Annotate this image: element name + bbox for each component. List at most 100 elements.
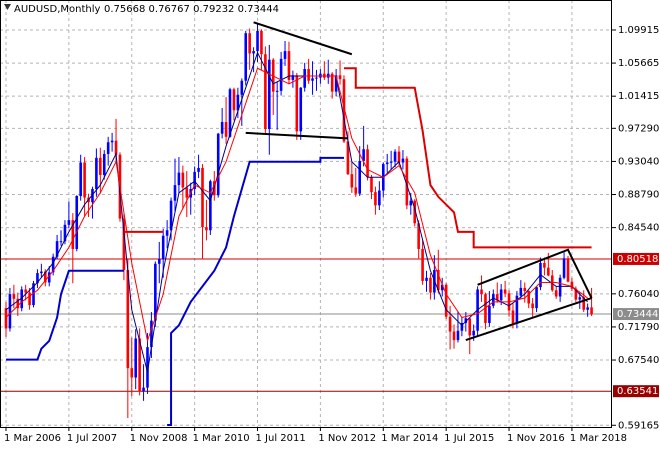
candle-body [401,158,405,163]
y-tick-label: 0.97290 [618,123,659,134]
candle-body [456,330,460,341]
candle-body [499,289,503,301]
chart-icon [4,4,11,10]
candle-body [138,338,141,392]
candle-body [448,316,452,332]
candle-body [452,331,456,341]
candle-body [12,294,16,299]
overlay-line [245,131,348,140]
level-label: 0.63541 [617,386,658,397]
candle-body [256,30,259,52]
candle-body [531,303,534,309]
overlay-line [465,297,592,342]
candle-body [578,297,582,300]
candle-body [547,267,550,276]
candle-body [346,141,350,175]
candle-body [527,291,530,304]
candle-body [40,271,43,274]
candle-body [102,153,106,175]
candle-body [244,33,248,81]
candle-body [197,167,200,172]
y-tick-label: 0.88790 [618,190,659,201]
candle-body [130,368,134,378]
chart-title: AUDUSD,Monthly [14,4,101,15]
candle-body [311,78,314,81]
candle-body [511,310,515,324]
candle-body [248,33,251,54]
candle-body [397,151,401,163]
candle-body [264,54,267,130]
candle-body [429,277,432,293]
candle-body [342,79,346,142]
x-tick-label: 1 Jul 2015 [444,433,494,444]
overlay-line [123,67,592,249]
candle-body [350,174,354,188]
candle-body [378,190,381,206]
candle-body [460,322,464,331]
candle-body [16,298,20,309]
candle-body [362,149,365,161]
candle-body [161,235,165,260]
candle-body [268,59,271,130]
candle-body [562,258,566,278]
candle-body [480,289,483,295]
candle-body [574,288,578,300]
candle-body [28,292,31,306]
level-label: 0.73444 [617,309,658,320]
candle-body [106,142,110,154]
candle-body [291,75,295,80]
x-tick-label: 1 Mar 2010 [193,433,250,444]
candle-body [519,287,523,296]
candle-body [205,227,208,231]
candle-body [417,223,420,249]
candle-body [169,200,173,231]
x-tick-label: 1 Jul 2007 [67,433,117,444]
candle-body [492,294,495,306]
y-tick-label: 0.59165 [618,420,659,431]
candle-body [385,162,389,165]
candle-body [307,69,310,81]
candle-body [275,90,279,92]
candle-body [83,162,86,198]
candle-body [425,277,428,281]
candle-body [20,289,24,309]
level-label-box [613,252,659,265]
candle-body [558,277,562,297]
candle-body [228,89,232,137]
candle-body [110,140,114,143]
candle-body [157,259,161,264]
chart-ohlc: 0.75668 0.76767 0.79232 0.73444 [104,4,279,15]
candle-body [484,294,487,323]
candle-body [503,289,507,294]
candle-body [36,273,39,284]
candle-body [8,294,12,329]
y-tick-label: 0.67540 [618,355,659,366]
x-tick-label: 1 Nov 2008 [130,433,188,444]
level-label-box [613,308,659,321]
candle-body [279,58,283,91]
candle-body [4,308,8,329]
candle-body [165,230,169,236]
overlay-line [5,67,588,343]
candle-body [464,318,468,323]
candle-body [193,171,196,189]
candle-body [47,272,51,283]
candle-body [437,269,440,291]
candle-body [405,158,409,206]
candle-body [201,167,204,228]
candle-body [315,77,318,79]
candle-body [358,160,361,194]
overlay-line [253,21,353,56]
candle-body [209,181,212,231]
candle-body [220,122,224,134]
candle-body [543,262,546,268]
candle-body [338,75,342,80]
candle-body [303,69,306,88]
candle-body [421,248,424,281]
y-tick-label: 1.05665 [618,58,659,69]
candle-body [440,284,444,291]
plot-area [0,0,612,427]
candle-body [150,320,153,348]
